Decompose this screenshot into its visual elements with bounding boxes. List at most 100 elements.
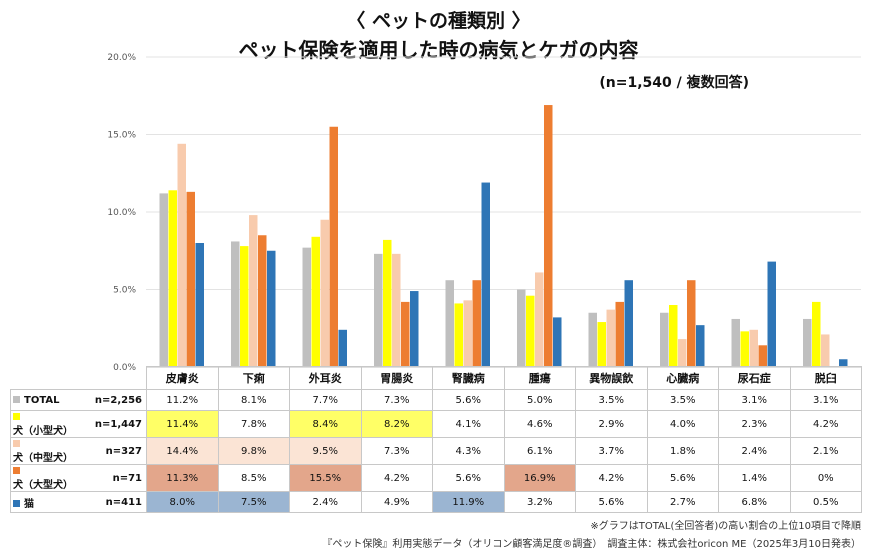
value-cell: 7.3% — [360, 389, 433, 411]
bar — [231, 241, 240, 367]
value-cell: 8.4% — [289, 410, 362, 438]
category-label: 脱臼 — [789, 366, 862, 390]
value-cell: 3.2% — [503, 491, 576, 513]
bar — [597, 322, 606, 367]
value-cell: 7.8% — [217, 410, 290, 438]
series-label: TOTAL — [10, 389, 81, 411]
value-cell: 1.8% — [646, 437, 719, 465]
value-cell: 4.2% — [575, 464, 648, 492]
category-label: 腎臓病 — [432, 366, 505, 390]
value-cell: 6.1% — [503, 437, 576, 465]
table-header-row: 皮膚炎 下痢 外耳炎 胃腸炎 腎臓病 腫瘍 異物誤飲 心臓病 尿石症 脱臼 — [10, 366, 862, 390]
bar — [517, 289, 526, 367]
value-cell: 2.1% — [789, 437, 862, 465]
category-label: 尿石症 — [718, 366, 791, 390]
bar — [329, 126, 338, 367]
chart-title-line1: 〈 ペットの種類別 〉 — [346, 10, 531, 32]
series-name: 犬（小型犬） — [13, 426, 73, 437]
bar — [410, 291, 419, 367]
bar — [740, 331, 749, 367]
value-cell: 11.2% — [146, 389, 219, 411]
legend-swatch — [13, 466, 20, 474]
value-cell: 15.5% — [289, 464, 362, 492]
bar — [678, 339, 687, 367]
value-cell: 4.3% — [432, 437, 505, 465]
value-cell: 7.3% — [360, 437, 433, 465]
value-cell: 4.2% — [360, 464, 433, 492]
chart-subtitle: (n=1,540 / 複数回答) — [599, 75, 749, 91]
bar — [553, 317, 562, 367]
bar — [392, 253, 401, 367]
bar — [383, 239, 392, 367]
bar — [624, 280, 633, 367]
series-label: 犬（小型犬） — [10, 410, 81, 438]
bar — [731, 318, 740, 367]
value-cell: 5.6% — [432, 464, 505, 492]
table-row: 犬（大型犬） n=71 11.3% 8.5% 15.5% 4.2% 5.6% 16.9% 4.2… — [10, 464, 862, 492]
bar — [526, 295, 535, 367]
series-label: 犬（大型犬） — [10, 464, 81, 492]
bar — [687, 280, 696, 367]
bar — [374, 253, 383, 367]
bar — [454, 303, 463, 367]
bar — [195, 243, 204, 367]
bar — [758, 345, 767, 367]
value-cell: 9.8% — [217, 437, 290, 465]
bar — [803, 318, 812, 367]
bar — [320, 219, 329, 367]
bar — [249, 215, 258, 367]
bar — [338, 329, 347, 367]
value-cell: 11.3% — [146, 464, 219, 492]
category-label: 異物誤飲 — [575, 366, 648, 390]
y-tick-label: 15.0% — [107, 131, 136, 141]
series-name: 犬（中型犬） — [13, 453, 73, 464]
data-table: 皮膚炎 下痢 外耳炎 胃腸炎 腎臓病 腫瘍 異物誤飲 心臓病 尿石症 脱臼 TOTAL n=2,256… — [10, 366, 862, 513]
series-n: n=327 — [80, 437, 147, 465]
value-cell: 7.5% — [217, 491, 290, 513]
value-cell: 3.1% — [718, 389, 791, 411]
table-row: TOTAL n=2,256 11.2% 8.1% 7.7% 7.3% 5.6% 5.0% 3.5… — [10, 389, 862, 411]
value-cell: 16.9% — [503, 464, 576, 492]
bar — [615, 301, 624, 367]
y-tick-label: 5.0% — [113, 286, 136, 296]
chart-source: 『ペット保険』利用実態データ（オリコン顧客満足度®調査） 調査主体：株式会社or… — [322, 539, 861, 550]
bar — [311, 236, 320, 367]
value-cell: 2.3% — [718, 410, 791, 438]
series-label: 犬（中型犬） — [10, 437, 81, 465]
value-cell: 11.9% — [432, 491, 505, 513]
legend-swatch — [13, 396, 20, 403]
value-cell: 5.6% — [432, 389, 505, 411]
value-cell: 2.9% — [575, 410, 648, 438]
category-label: 腫瘍 — [503, 366, 576, 390]
value-cell: 4.6% — [503, 410, 576, 438]
value-cell: 4.9% — [360, 491, 433, 513]
value-cell: 5.0% — [503, 389, 576, 411]
legend-swatch — [13, 500, 20, 507]
table-corner — [10, 366, 147, 390]
bar — [696, 325, 705, 367]
series-name: 猫 — [24, 498, 34, 510]
value-cell: 7.7% — [289, 389, 362, 411]
bar — [767, 261, 776, 367]
category-label: 外耳炎 — [289, 366, 362, 390]
value-cell: 8.1% — [217, 389, 290, 411]
bar — [177, 143, 186, 367]
series-name: TOTAL — [24, 394, 60, 406]
bar — [535, 272, 544, 367]
bar — [463, 300, 472, 367]
legend-swatch — [13, 439, 20, 447]
bar — [660, 312, 669, 367]
bar — [240, 246, 249, 367]
value-cell: 8.5% — [217, 464, 290, 492]
value-cell: 5.6% — [646, 464, 719, 492]
table-row: 犬（中型犬） n=327 14.4% 9.8% 9.5% 7.3% 4.3% 6.1% 3.7%… — [10, 437, 862, 465]
chart-note: ※グラフはTOTAL(全回答者)の高い割合の上位10項目で降順 — [590, 521, 861, 532]
chart-title-line2: ペット保険を適用した時の病気とケガの内容 — [238, 38, 639, 62]
bar — [302, 247, 311, 367]
bar — [445, 280, 454, 367]
legend-swatch — [13, 412, 20, 420]
value-cell: 9.5% — [289, 437, 362, 465]
value-cell: 14.4% — [146, 437, 219, 465]
value-cell: 1.4% — [718, 464, 791, 492]
bar — [401, 301, 410, 367]
